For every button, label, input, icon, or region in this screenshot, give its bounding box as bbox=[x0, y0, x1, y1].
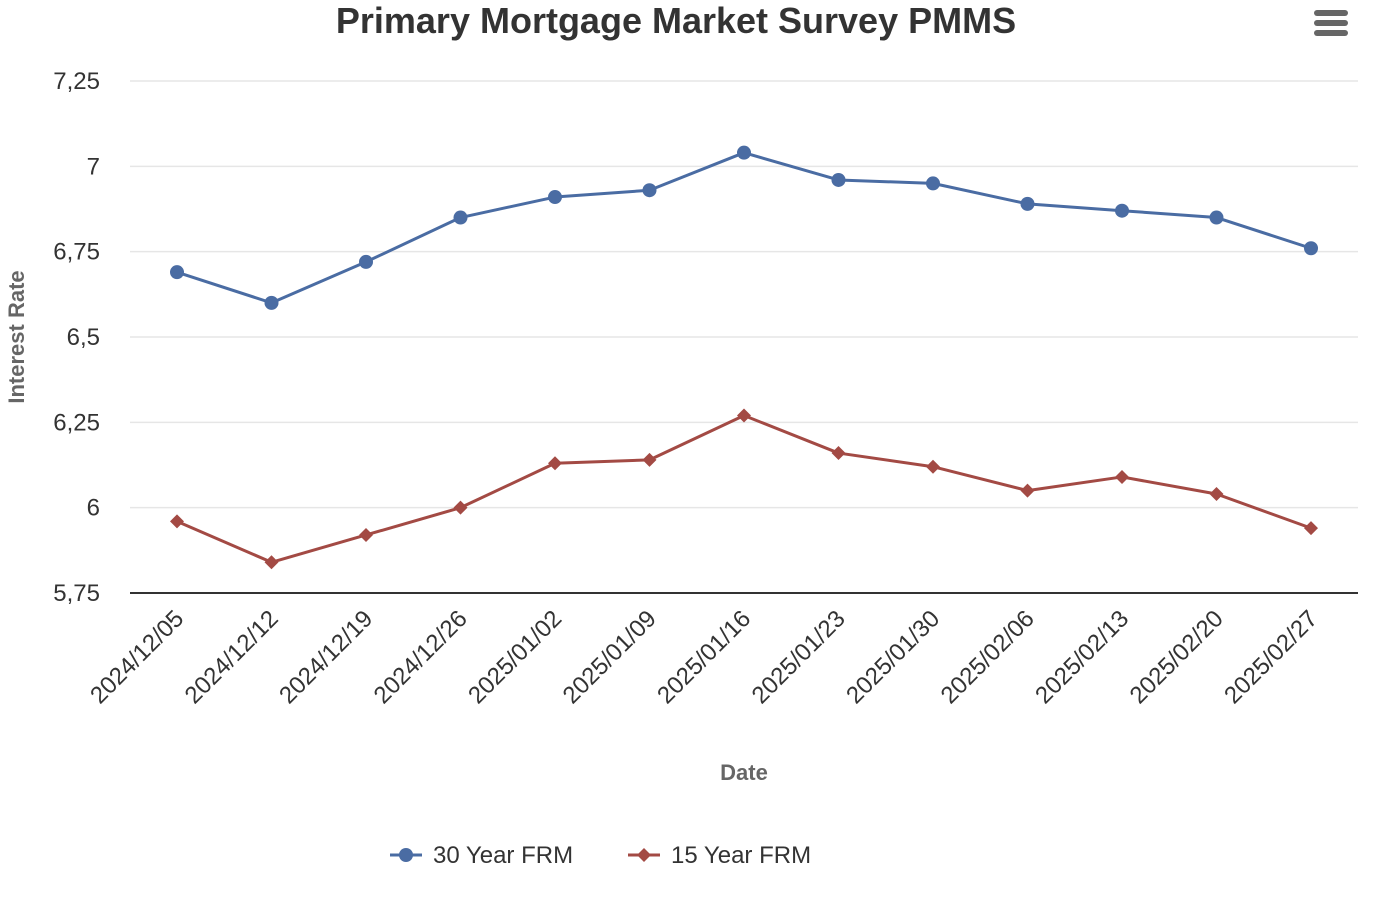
data-point[interactable] bbox=[359, 527, 373, 542]
data-point[interactable] bbox=[737, 408, 751, 423]
x-tick-label: 2025/02/06 bbox=[936, 605, 1040, 709]
y-tick-label: 6,5 bbox=[67, 324, 100, 351]
data-point[interactable] bbox=[926, 176, 940, 191]
data-point[interactable] bbox=[926, 459, 940, 474]
y-tick-label: 5,75 bbox=[53, 580, 100, 607]
data-point[interactable] bbox=[737, 145, 751, 160]
x-tick-label: 2024/12/26 bbox=[369, 605, 473, 709]
x-tick-label: 2025/02/20 bbox=[1125, 605, 1229, 709]
series-layer bbox=[170, 145, 1318, 570]
x-tick-label: 2024/12/05 bbox=[85, 605, 189, 709]
y-tick-label: 6 bbox=[87, 495, 100, 522]
hamburger-menu-icon bbox=[1314, 10, 1348, 16]
series-line bbox=[175, 151, 1313, 305]
grid-lines bbox=[130, 80, 1358, 509]
data-point[interactable] bbox=[642, 452, 657, 467]
chart-title: Primary Mortgage Market Survey PMMS bbox=[336, 0, 1016, 41]
data-point[interactable] bbox=[1020, 196, 1035, 211]
x-tick-label: 2024/12/12 bbox=[180, 605, 284, 709]
series-2 bbox=[170, 408, 1318, 570]
y-axis-title: Interest Rate bbox=[4, 270, 29, 403]
data-point[interactable] bbox=[1020, 483, 1035, 498]
data-point[interactable] bbox=[831, 446, 846, 461]
x-tick-label: 2025/01/09 bbox=[558, 605, 662, 709]
x-axis-ticks: 2024/12/052024/12/122024/12/192024/12/26… bbox=[85, 605, 1323, 709]
data-point[interactable] bbox=[453, 500, 468, 515]
legend-item[interactable]: 15 Year FRM bbox=[628, 842, 811, 869]
data-point[interactable] bbox=[642, 183, 657, 198]
x-tick-label: 2025/02/27 bbox=[1219, 605, 1323, 709]
hamburger-menu-icon-bar bbox=[1314, 20, 1348, 26]
data-point[interactable] bbox=[453, 210, 468, 225]
data-point[interactable] bbox=[264, 295, 279, 310]
x-tick-label: 2025/02/13 bbox=[1030, 605, 1134, 709]
data-point[interactable] bbox=[359, 254, 373, 269]
x-tick-label: 2025/01/30 bbox=[841, 605, 945, 709]
data-point[interactable] bbox=[548, 456, 562, 471]
x-tick-label: 2025/01/23 bbox=[747, 605, 851, 709]
data-point[interactable] bbox=[548, 190, 562, 205]
data-point[interactable] bbox=[264, 555, 279, 570]
legend-item[interactable]: 30 Year FRM bbox=[390, 842, 573, 869]
y-tick-label: 7 bbox=[87, 153, 100, 180]
data-point[interactable] bbox=[170, 514, 184, 529]
data-point[interactable] bbox=[1209, 487, 1224, 502]
x-tick-label: 2025/01/02 bbox=[463, 605, 567, 709]
data-point[interactable] bbox=[1304, 521, 1318, 536]
y-tick-label: 6,25 bbox=[53, 409, 100, 436]
y-tick-label: 6,75 bbox=[53, 239, 100, 266]
data-point[interactable] bbox=[1115, 203, 1129, 218]
y-tick-label: 7,25 bbox=[53, 68, 100, 95]
data-point[interactable] bbox=[1209, 210, 1224, 225]
data-point[interactable] bbox=[1304, 241, 1318, 256]
legend-label: 30 Year FRM bbox=[433, 842, 573, 869]
series-line bbox=[175, 414, 1313, 564]
legend-marker bbox=[399, 848, 413, 862]
y-axis-ticks: 5,75 6 6,25 6,5 6,75 7 7,25 bbox=[53, 68, 100, 607]
x-tick-label: 2024/12/19 bbox=[274, 605, 378, 709]
legend-label: 15 Year FRM bbox=[671, 842, 811, 869]
series-1 bbox=[170, 145, 1318, 310]
data-point[interactable] bbox=[831, 172, 846, 187]
chart-menu-button[interactable] bbox=[1308, 2, 1354, 42]
data-point[interactable] bbox=[170, 265, 184, 280]
legend-marker bbox=[637, 848, 651, 862]
legend: 30 Year FRM 15 Year FRM bbox=[390, 842, 811, 869]
hamburger-menu-icon-bar bbox=[1314, 30, 1348, 36]
x-axis-title: Date bbox=[720, 760, 768, 785]
data-point[interactable] bbox=[1115, 469, 1129, 484]
x-tick-label: 2025/01/16 bbox=[652, 605, 756, 709]
